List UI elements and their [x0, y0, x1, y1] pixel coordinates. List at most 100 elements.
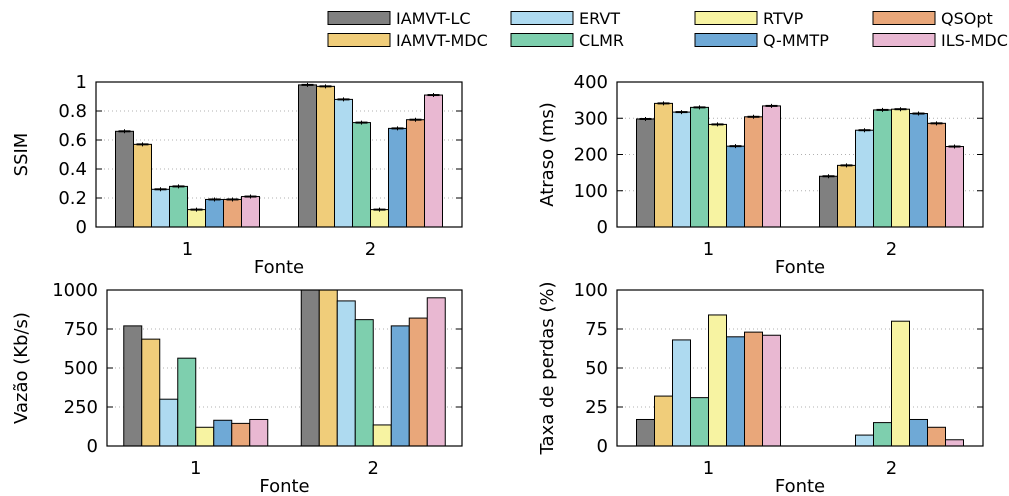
bar: [909, 418, 928, 447]
bar: [354, 319, 374, 447]
chart-panel-4: 1 2 0 25 50 75 100 Fonte Taxa de perdas (%): [537, 280, 984, 496]
y-tick-label: 0.6: [58, 130, 87, 151]
bar: [370, 209, 389, 228]
bar: [223, 198, 242, 228]
legend-swatch: [327, 33, 391, 47]
x-tick-label: 2: [368, 458, 379, 479]
bar: [205, 198, 224, 228]
bar: [690, 397, 709, 447]
bar: [249, 418, 269, 447]
bar: [927, 426, 946, 447]
x-axis-label: Fonte: [259, 476, 309, 496]
bar: [298, 84, 317, 228]
bar: [945, 439, 964, 447]
x-tick-label: 1: [182, 239, 193, 260]
bar: [654, 102, 673, 228]
bar: [336, 300, 356, 447]
x-tick-label: 2: [365, 239, 376, 260]
bar: [891, 108, 910, 228]
y-tick-label: 0.8: [58, 101, 87, 122]
legend-item: QSOpt: [872, 9, 993, 28]
bar: [654, 395, 673, 447]
y-tick-label: 250: [64, 397, 98, 418]
bar: [873, 422, 892, 447]
y-tick-label: 500: [64, 358, 98, 379]
bar: [726, 145, 745, 228]
y-axis-label: Taxa de perdas (%): [537, 282, 558, 456]
bar: [744, 116, 763, 228]
y-tick-label: 25: [585, 397, 608, 418]
legend-item: CLMR: [510, 31, 624, 50]
bar: [141, 338, 161, 447]
bar: [408, 317, 428, 447]
legend-item: IAMVT-MDC: [327, 31, 488, 50]
bar: [762, 334, 781, 447]
y-tick-label: 100: [574, 181, 608, 202]
y-tick-label: 50: [585, 358, 608, 379]
y-axis-label: SSIM: [11, 133, 32, 177]
legend-item: IAMVT-LC: [327, 9, 471, 28]
legend-label: Q-MMTP: [763, 31, 829, 50]
bar: [762, 105, 781, 228]
bar: [159, 398, 179, 447]
bar: [334, 98, 353, 228]
y-tick-label: 200: [574, 145, 608, 166]
bar: [636, 118, 655, 228]
y-tick-label: 0: [76, 217, 87, 238]
bar: [231, 422, 251, 447]
legend-item: RTVP: [694, 9, 804, 28]
legend-swatch: [872, 33, 936, 47]
bar: [891, 320, 910, 447]
y-tick-label: 100: [574, 280, 608, 301]
bar: [426, 297, 446, 447]
bar: [133, 143, 152, 228]
legend-label: ERVT: [579, 9, 620, 28]
legend-label: IAMVT-LC: [396, 9, 471, 28]
y-tick-label: 75: [585, 319, 608, 340]
chart-panel-3: 1 2 0 250 500 750 1000 Fonte Vazão (Kb/s): [11, 280, 463, 496]
y-tick-label: 1: [76, 72, 87, 93]
legend-item: ERVT: [510, 9, 620, 28]
bar: [318, 289, 338, 447]
legend: IAMVT-LC IAMVT-MDC ERVT CLMR RTVP Q-MMTP QSOpt…: [327, 9, 1008, 50]
bar: [690, 106, 709, 228]
bar: [672, 339, 691, 447]
y-tick-label: 400: [574, 72, 608, 93]
y-axis-label: Atraso (ms): [537, 102, 558, 207]
legend-item: Q-MMTP: [694, 31, 829, 50]
legend-label: IAMVT-MDC: [396, 31, 488, 50]
legend-item: ILS-MDC: [872, 31, 1008, 50]
plot-frame: [95, 81, 463, 228]
bar: [372, 424, 392, 447]
bar: [213, 419, 233, 447]
chart-panel-2: 1 2 0 100 200 300 400 Fonte Atraso (ms): [537, 72, 984, 278]
bar: [909, 113, 928, 228]
bar: [115, 130, 134, 228]
bar: [855, 434, 874, 447]
x-tick-label: 2: [886, 239, 897, 260]
bar: [636, 418, 655, 447]
y-tick-label: 1000: [52, 280, 98, 301]
x-tick-label: 1: [703, 239, 714, 260]
bar: [672, 111, 691, 228]
legend-label: QSOpt: [941, 9, 993, 28]
x-tick-label: 2: [886, 458, 897, 479]
legend-swatch: [694, 11, 758, 25]
legend-swatch: [510, 33, 574, 47]
bar: [388, 127, 407, 228]
legend-label: ILS-MDC: [941, 31, 1008, 50]
x-axis-label: Fonte: [775, 257, 825, 278]
legend-swatch: [327, 11, 391, 25]
bar: [855, 129, 874, 228]
bar: [195, 426, 215, 447]
bar: [819, 175, 838, 228]
x-axis-label: Fonte: [775, 476, 825, 496]
legend-swatch: [694, 33, 758, 47]
legend-label: RTVP: [763, 9, 804, 28]
x-tick-label: 1: [703, 458, 714, 479]
bar: [177, 357, 197, 447]
bar: [837, 164, 856, 228]
bar: [726, 336, 745, 447]
bar: [241, 196, 260, 228]
